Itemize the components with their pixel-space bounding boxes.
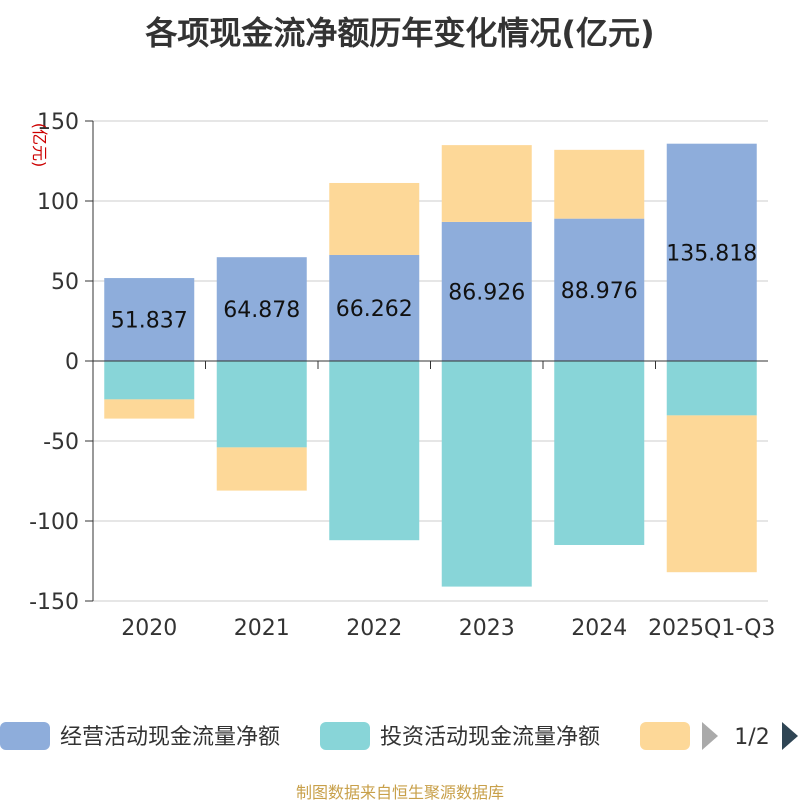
data-label: 88.976: [561, 279, 638, 304]
data-label: 64.878: [223, 298, 300, 323]
legend-swatch[interactable]: [0, 722, 50, 750]
x-tick-label: 2023: [459, 616, 515, 641]
bar-segment[interactable]: [666, 415, 757, 573]
legend-swatch[interactable]: [640, 722, 690, 750]
bar-segment[interactable]: [329, 254, 420, 361]
bar-segment[interactable]: [441, 145, 532, 222]
bar-segment[interactable]: [104, 361, 195, 400]
bar-segment[interactable]: [441, 361, 532, 587]
legend-label[interactable]: 投资活动现金流量净额: [380, 725, 600, 750]
y-tick-label: 50: [51, 270, 79, 295]
y-tick-label: -100: [29, 510, 79, 535]
bar-segment[interactable]: [216, 447, 307, 491]
data-label: 51.837: [111, 309, 188, 334]
bar-segment[interactable]: [666, 143, 757, 361]
x-tick-label: 2021: [234, 616, 290, 641]
x-tick-label: 2025Q1-Q3: [648, 616, 775, 641]
bar-segment[interactable]: [441, 221, 532, 361]
legend-label[interactable]: 经营活动现金流量净额: [60, 725, 280, 750]
data-label: 135.818: [666, 241, 757, 266]
y-tick-label: -50: [43, 430, 79, 455]
bar-segment[interactable]: [104, 278, 195, 361]
data-labels: 51.837 64.878 66.262 86.926 88.976 135.818: [111, 241, 757, 333]
bar-segment[interactable]: [554, 218, 645, 361]
data-label: 86.926: [448, 280, 525, 305]
legend-prev-icon[interactable]: [702, 722, 718, 750]
y-tick-label: 0: [65, 350, 79, 375]
x-tick-label: 2022: [346, 616, 402, 641]
axes: 150 100 50 0 -50 -100 -150 (亿元) 2020 2021 2022 2023…: [29, 110, 775, 641]
bar-segment[interactable]: [554, 149, 645, 219]
bars: [104, 143, 757, 587]
y-tick-label: 150: [37, 110, 79, 135]
data-label: 66.262: [336, 297, 413, 322]
bar-segment[interactable]: [666, 361, 757, 416]
chart-title: 各项现金流净额历年变化情况(亿元): [145, 14, 655, 52]
bar-segment[interactable]: [104, 399, 195, 419]
bar-segment[interactable]: [329, 361, 420, 541]
legend-swatch[interactable]: [320, 722, 370, 750]
bar-segment[interactable]: [554, 361, 645, 545]
y-tick-label: 100: [37, 190, 79, 215]
bar-segment[interactable]: [329, 182, 420, 255]
legend-next-icon[interactable]: [782, 722, 798, 750]
legend-page-indicator: 1/2: [734, 725, 769, 750]
y-tick-label: -150: [29, 590, 79, 615]
legend: 经营活动现金流量净额 投资活动现金流量净额 1/2: [0, 722, 798, 750]
bar-segment[interactable]: [216, 257, 307, 361]
unit-label: (亿元): [30, 123, 49, 168]
bar-segment[interactable]: [216, 361, 307, 448]
x-tick-label: 2020: [121, 616, 177, 641]
source-note: 制图数据来自恒生聚源数据库: [295, 783, 504, 802]
x-tick-label: 2024: [571, 616, 627, 641]
